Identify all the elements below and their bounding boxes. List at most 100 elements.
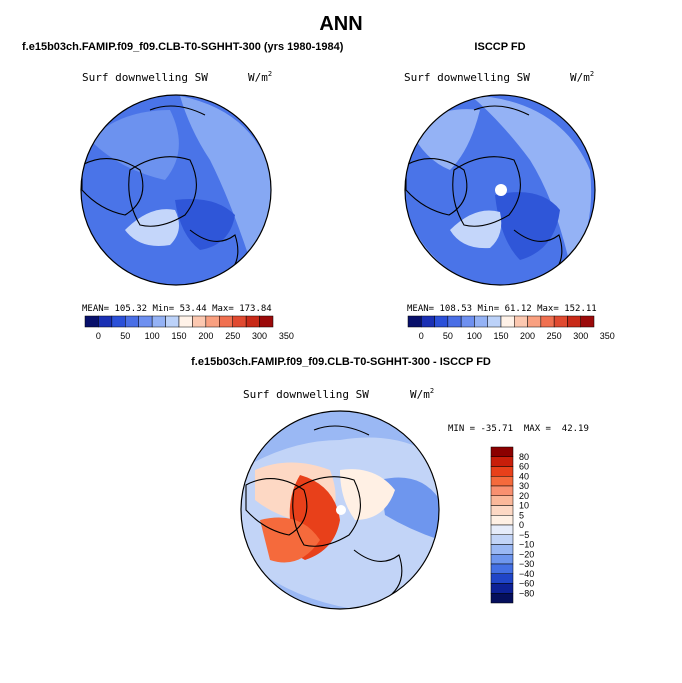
panel-model-map [81, 95, 271, 285]
colorbar-level-label: −80 [519, 588, 534, 598]
colorbar-level-label: 10 [519, 501, 529, 511]
colorbar-swatch [553, 315, 568, 328]
colorbar-swatch [490, 544, 514, 555]
colorbar-swatch [84, 315, 99, 328]
colorbar-swatch [490, 593, 514, 604]
colorbar-swatch [490, 583, 514, 594]
colorbar-swatch [500, 315, 515, 328]
panel-diff-stats: MIN = -35.71 MAX = 42.19 [448, 424, 589, 434]
panel-model-map-border [80, 94, 272, 286]
panel-diff-coastline [353, 549, 403, 601]
colorbar-tick-label: 50 [443, 331, 453, 341]
colorbar-swatch [490, 505, 514, 516]
colorbar-swatch [490, 563, 514, 574]
colorbar-swatch [125, 315, 139, 328]
panel-obs-missing-pole [495, 184, 507, 196]
panel-obs-map-border [404, 94, 596, 286]
colorbar-tick-label: 200 [198, 331, 213, 341]
colorbar-swatch [490, 554, 514, 565]
colorbar-swatch [421, 315, 435, 328]
panel-model-colorbar: 0 50 100 150 200 250 300 350 [84, 315, 294, 341]
colorbar-level-label: −60 [519, 579, 534, 589]
panel-diff-region-neutral [340, 469, 395, 520]
colorbar-tick-label: 300 [252, 331, 267, 341]
panel-diff-coastline [245, 478, 308, 536]
panel-model-region-pale [125, 209, 179, 246]
panel-obs-map [405, 95, 595, 285]
panel-obs-coastline [452, 156, 521, 227]
colorbar-swatch [490, 485, 514, 496]
colorbar-swatch [151, 315, 166, 328]
colorbar-swatch [490, 524, 514, 535]
panel-model-region-light [180, 96, 271, 260]
panel-obs-stats: MEAN= 108.53 Min= 61.12 Max= 152.11 [407, 304, 597, 314]
panel-model-stats: MEAN= 105.32 Min= 53.44 Max= 173.84 [82, 304, 272, 314]
colorbar-swatch [580, 315, 595, 328]
colorbar-level-label: −10 [519, 540, 534, 550]
panel-obs-variable: Surf downwelling SW [404, 71, 530, 84]
panel-model-units: W/m2 [248, 70, 272, 84]
panel-model-coastline [128, 156, 197, 227]
panel-diff-title: f.e15b03ch.FAMIP.f09_f09.CLB-T0-SGHHT-30… [191, 356, 491, 368]
panel-model-region-dark [175, 199, 235, 250]
colorbar-swatch [111, 315, 126, 328]
colorbar-swatch [98, 315, 113, 328]
panel-diff-region-positive [260, 517, 320, 563]
panel-diff-region-negative [380, 477, 439, 540]
colorbar-tick-label: 0 [96, 331, 101, 341]
colorbar-swatch [219, 315, 233, 328]
colorbar-swatch [490, 573, 514, 584]
colorbar-level-label: −40 [519, 569, 534, 579]
panel-obs: ISCCP FD Surf downwelling SW W/m2 MEAN= … [404, 41, 615, 341]
colorbar-level-label: −5 [519, 530, 529, 540]
colorbar-swatch [490, 466, 514, 477]
panel-obs-coastline [405, 158, 468, 216]
panel-model: f.e15b03ch.FAMIP.f09_f09.CLB-T0-SGHHT-30… [22, 41, 344, 341]
colorbar-swatch [178, 315, 193, 328]
colorbar-swatch [490, 495, 514, 506]
colorbar-swatch [205, 315, 220, 328]
colorbar-swatch [490, 476, 514, 487]
colorbar-swatch [540, 315, 555, 328]
colorbar-tick-label: 0 [419, 331, 424, 341]
colorbar-swatch [490, 446, 514, 457]
panel-diff-map-border [240, 410, 440, 610]
colorbar-level-label: 60 [519, 462, 529, 472]
panel-obs-region-dark [495, 192, 560, 260]
colorbar-tick-label: 150 [493, 331, 508, 341]
colorbar-level-label: −30 [519, 559, 534, 569]
colorbar-level-label: 0 [519, 520, 524, 530]
panel-obs-region-pale [450, 210, 502, 249]
colorbar-swatch [407, 315, 422, 328]
panel-model-coastline [81, 158, 144, 216]
colorbar-tick-label: 50 [120, 331, 130, 341]
colorbar-tick-label: 100 [467, 331, 482, 341]
colorbar-tick-label: 300 [573, 331, 588, 341]
panel-diff-coastline [292, 476, 361, 547]
colorbar-swatch [447, 315, 462, 328]
figure-title: ANN [319, 13, 362, 35]
colorbar-swatch [474, 315, 488, 328]
panel-obs-colorbar: 0 50 100 150 200 250 300 350 [407, 315, 615, 341]
colorbar-tick-label: 250 [547, 331, 562, 341]
colorbar-tick-label: 350 [279, 331, 294, 341]
panel-model-region-mid [90, 110, 179, 180]
panel-obs-units: W/m2 [570, 70, 594, 84]
colorbar-swatch [490, 456, 514, 467]
colorbar-tick-label: 100 [145, 331, 160, 341]
colorbar-swatch [259, 315, 274, 328]
panel-model-coastline [149, 105, 206, 116]
panel-diff-units: W/m2 [410, 387, 434, 401]
colorbar-swatch [487, 315, 502, 328]
panel-diff-variable: Surf downwelling SW [243, 388, 369, 401]
panel-model-variable: Surf downwelling SW [82, 71, 208, 84]
panel-diff-missing-pole [336, 505, 346, 515]
panel-obs-coastline [473, 105, 530, 116]
panel-diff-coastline [313, 425, 370, 436]
colorbar-level-label: 30 [519, 481, 529, 491]
colorbar-level-label: 80 [519, 452, 529, 462]
colorbar-level-label: −20 [519, 549, 534, 559]
colorbar-tick-label: 150 [171, 331, 186, 341]
